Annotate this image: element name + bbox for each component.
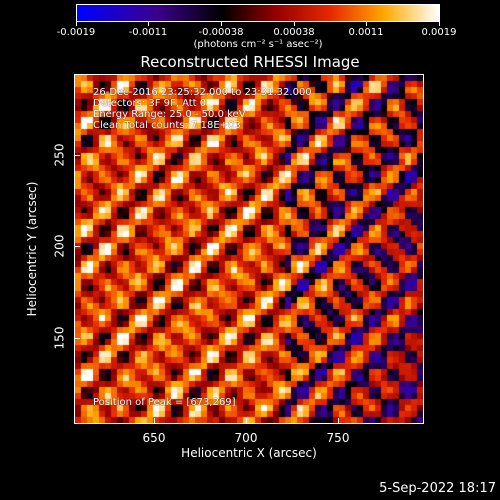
- annotation-peak: Position of Peak = [673,269]: [93, 397, 236, 408]
- x-tick-mark: [154, 418, 155, 424]
- y-tick-mark: [74, 155, 80, 156]
- annotation-clean: Clean Total counts: 7.18E+03: [93, 120, 241, 131]
- colorbar-tick: [294, 22, 295, 26]
- colorbar-tick: [439, 22, 440, 26]
- colorbar-tick: [76, 22, 77, 26]
- colorbar-label: 0.0011: [348, 27, 384, 38]
- y-tick-label: 150: [52, 326, 67, 350]
- image-plot: 26-Dec-2016 23:25:32.000 to 23:31:32.000…: [74, 74, 424, 424]
- colorbar-label: 0.00038: [273, 27, 315, 38]
- x-tick-label: 700: [234, 431, 258, 445]
- colorbar-tick: [148, 22, 149, 26]
- x-tick-mark: [338, 418, 339, 424]
- x-tick-mark: [246, 418, 247, 424]
- reconstructed-image: [75, 75, 423, 423]
- plot-title: Reconstructed RHESSI Image: [140, 53, 360, 71]
- annotation-time: 26-Dec-2016 23:25:32.000 to 23:31:32.000: [93, 87, 312, 98]
- colorbar-tick: [366, 22, 367, 26]
- colorbar-label: -0.0019: [56, 27, 96, 38]
- x-axis-label: Heliocentric X (arcsec): [181, 446, 317, 460]
- colorbar-units: (photons cm⁻² s⁻¹ asec⁻²): [193, 39, 323, 50]
- y-axis-label: Heliocentric Y (arcsec): [25, 181, 39, 317]
- y-tick-mark: [74, 246, 80, 247]
- date-stamp: 5-Sep-2022 18:17: [379, 481, 496, 496]
- x-tick-label: 650: [142, 431, 166, 445]
- y-tick-label: 200: [52, 234, 67, 258]
- annotation-energy: Energy Range: 25.0 - 50.0 keV: [93, 109, 246, 120]
- x-tick-label: 750: [326, 431, 350, 445]
- y-tick-mark: [74, 338, 80, 339]
- colorbar: [76, 4, 440, 22]
- annotation-detectors: Detectors: 3F 9F, Att 0: [93, 98, 207, 109]
- colorbar-label: 0.0019: [421, 27, 457, 38]
- colorbar-tick: [221, 22, 222, 26]
- colorbar-label: -0.0011: [128, 27, 168, 38]
- y-tick-label: 250: [52, 143, 67, 167]
- colorbar-label: -0.00038: [198, 27, 244, 38]
